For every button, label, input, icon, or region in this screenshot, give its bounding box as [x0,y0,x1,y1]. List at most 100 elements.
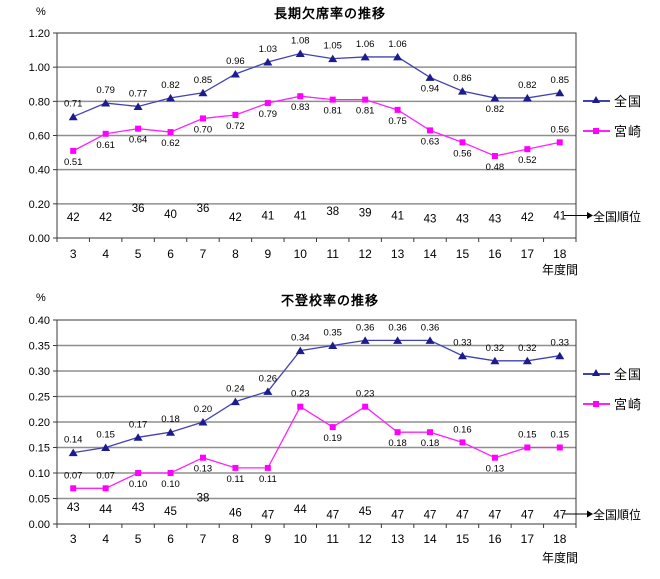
data-label: 0.16 [453,424,472,435]
x-tick-label: 5 [135,532,142,546]
data-label: 0.07 [64,470,83,481]
rank-value: 36 [197,203,210,215]
triangle-marker [328,54,338,63]
square-marker [297,403,304,410]
legend-label: 宮崎 [614,396,643,412]
square-marker [427,429,434,436]
triangle-marker [166,93,176,102]
square-marker [297,93,304,100]
rank-value: 42 [99,212,112,224]
rank-value: 43 [67,502,80,514]
rank-value: 47 [326,510,339,522]
x-tick-label: 13 [391,532,405,546]
data-label: 1.08 [291,36,310,47]
data-label: 0.79 [259,109,278,120]
square-marker [135,125,142,132]
y-tick-label: 0.00 [29,519,50,531]
y-tick-label: 1.00 [29,62,50,74]
y-axis-unit-top: % [36,6,46,18]
x-tick-label: 9 [265,247,272,261]
rank-value: 38 [197,493,210,505]
data-label: 0.82 [518,80,537,91]
data-label: 0.20 [194,404,213,415]
data-label: 0.10 [161,479,180,490]
data-label: 0.71 [64,99,83,110]
triangle-marker [230,70,240,78]
data-label: 0.82 [161,80,180,91]
triangle-marker [101,443,111,451]
square-marker [329,96,336,103]
rank-value: 42 [67,212,80,224]
data-label: 0.36 [356,322,375,333]
data-label: 0.18 [161,414,180,425]
data-label: 0.64 [129,135,148,146]
y-tick-label: 0.30 [29,366,50,378]
legend-line-triangle-icon [583,368,610,379]
y-tick-label: 0.40 [29,165,50,177]
square-marker [459,439,466,446]
data-label: 0.52 [518,155,537,166]
triangle-marker [393,336,403,344]
data-label: 0.15 [96,430,115,441]
triangle-marker [133,433,143,441]
y-tick-label: 0.20 [29,199,50,211]
data-label: 0.63 [421,136,440,147]
x-tick-label: 16 [488,247,502,261]
data-label: 0.13 [486,464,505,475]
data-label: 0.70 [194,124,213,135]
rank-value: 43 [456,214,469,226]
data-label: 0.77 [129,88,148,99]
triangle-marker [425,336,435,344]
square-marker [524,444,531,451]
rank-value: 43 [132,502,145,514]
x-tick-label: 14 [423,532,437,546]
y-tick-label: 0.15 [29,443,50,455]
y-tick-label: 0.05 [29,494,50,506]
data-label: 0.35 [323,328,342,339]
square-marker [232,112,239,118]
data-label: 0.32 [486,343,505,354]
rank-value: 41 [553,211,566,223]
rank-value: 36 [132,203,145,215]
triangle-marker [555,88,565,97]
rank-row-label-bottom: 全国順位 [593,508,642,522]
y-axis-unit-bottom: % [36,292,46,304]
triangle-marker [425,73,435,81]
rank-value: 43 [489,214,502,226]
rank-value: 39 [359,208,372,220]
square-marker [362,403,369,410]
x-tick-label: 14 [423,247,437,261]
x-tick-label: 18 [553,247,567,261]
x-tick-label: 12 [358,532,372,546]
triangle-marker [198,88,208,97]
square-marker [264,464,271,471]
square-marker [264,100,271,107]
series-line-1 [73,405,560,489]
data-label: 0.32 [518,343,537,354]
data-label: 0.36 [388,322,407,333]
square-marker [556,444,563,451]
rank-arrow-head-icon [587,212,593,219]
square-marker [394,106,401,113]
rank-value: 46 [229,508,242,520]
x-tick-label: 10 [294,532,308,546]
x-tick-label: 6 [167,247,174,261]
triangle-marker [457,87,467,95]
data-label: 0.18 [388,438,407,449]
square-marker [70,147,77,154]
data-label: 0.85 [194,75,213,86]
data-label: 0.94 [421,83,440,94]
x-tick-label: 7 [200,532,207,546]
data-label: 0.36 [421,322,440,333]
data-label: 0.11 [227,474,245,485]
square-marker [524,146,531,153]
data-label: 0.15 [518,430,537,441]
square-marker [232,464,239,471]
legend-label: 全国 [614,366,643,382]
triangle-marker [457,351,467,360]
data-label: 0.13 [194,464,213,475]
y-tick-label: 1.20 [29,28,50,40]
x-tick-label: 15 [456,532,470,546]
series-line-1 [72,95,560,157]
